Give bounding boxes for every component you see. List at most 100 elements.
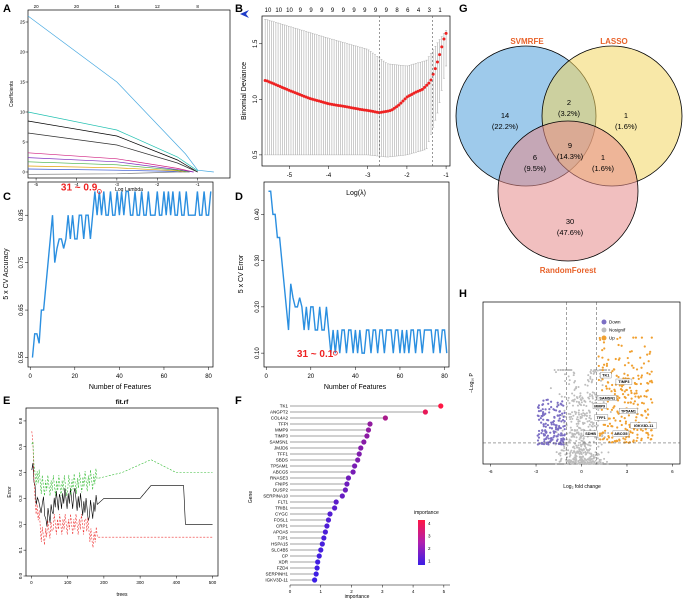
panel-h-point-up: [620, 415, 623, 418]
panel-h-point-nosignif: [609, 411, 612, 414]
panel-h-point-nosignif: [574, 413, 577, 416]
panel-h-point-down: [542, 425, 545, 428]
panel-h-point-up: [611, 370, 614, 373]
panel-h-point-up: [614, 419, 617, 422]
panel-h-point-up: [602, 431, 605, 434]
panel-h-legend-label: Up: [609, 336, 615, 341]
panel-f-dot: [352, 463, 358, 469]
panel-h-point-nosignif: [560, 395, 563, 398]
panel-f-dot: [361, 439, 367, 445]
panel-h-point-up: [630, 350, 633, 353]
panel-a-x-tick-label: -5: [34, 182, 38, 187]
panel-h-point-nosignif: [575, 422, 578, 425]
panel-h-point-up: [616, 398, 619, 401]
panel-h-point-nosignif: [600, 451, 603, 454]
panel-f-gene-label: MMP9: [275, 428, 288, 433]
panel-h-point-nosignif: [570, 415, 573, 418]
panel-h-point-nosignif: [587, 449, 590, 452]
panel-h-point-nosignif: [560, 414, 563, 417]
panel-h-point-up: [642, 362, 646, 365]
panel-h-point-nosignif: [595, 394, 598, 397]
panel-h-point-nosignif: [585, 448, 588, 451]
panel-h-point-down: [543, 438, 546, 441]
panel-f-gene-labels: TK1ANGPT2COL4A2TFPIMMP9TIMP3SAMSN1JMJD6T…: [263, 404, 289, 583]
panel-b-top-tick-label: 9: [299, 8, 303, 14]
panel-h-point-up: [608, 422, 612, 425]
panel-f-gene-label: SERPINA10: [263, 494, 288, 499]
panel-h-point-nosignif: [581, 443, 584, 446]
panel-h-point-up: [632, 402, 635, 405]
panel-h-point-nosignif: [549, 387, 552, 390]
panel-c-y-tick-label: 0.75: [19, 256, 25, 268]
panel-h-point-down: [562, 415, 565, 418]
panel-h-point-down: [542, 418, 545, 421]
panel-h-point-down: [543, 440, 546, 443]
panel-d-x-tick-label: 0: [265, 374, 269, 380]
panel-h-point-nosignif: [578, 450, 581, 453]
panel-h-point-down: [552, 431, 556, 434]
panel-h-point-up: [632, 366, 635, 369]
panel-b-x-tick-label: -1: [443, 173, 449, 179]
panel-b-x-tick-label: -2: [404, 173, 410, 179]
panel-d-plot: [268, 190, 448, 356]
venn-count-rf-only: 30: [566, 217, 574, 226]
panel-h-point-nosignif: [564, 379, 567, 382]
panel-a-coef-line-7: [27, 165, 186, 173]
panel-h-point-up: [607, 434, 610, 438]
panel-h-point-up: [625, 436, 628, 439]
panel-h-point-nosignif: [572, 458, 575, 461]
panel-h-point-down: [561, 412, 564, 415]
panel-h-point-up: [646, 436, 650, 439]
panel-b-deviance-point: [395, 105, 399, 109]
panel-h-gene-label-box: [630, 422, 657, 429]
panel-h-point-down: [560, 432, 563, 435]
panel-h-point-up: [643, 345, 646, 348]
panel-b-top-tick-label: 4: [417, 8, 421, 14]
panel-c-annotation: 31 ~ 0.9: [61, 182, 98, 193]
panel-h-point-down: [542, 423, 545, 426]
panel-h-point-down: [559, 442, 562, 446]
panel-a-y-tick-label: 0: [22, 170, 25, 175]
panel-h-point-up: [650, 336, 653, 339]
panel-h-point-up: [626, 428, 629, 432]
panel-h-point-nosignif: [575, 444, 578, 447]
panel-d-frame: [263, 181, 450, 368]
panel-h-point-nosignif: [580, 445, 583, 448]
panel-h-point-up: [646, 408, 649, 411]
panel-h-point-nosignif: [581, 414, 584, 417]
panel-h-point-down: [556, 405, 559, 408]
panel-e-y-tick-label: 0.3: [18, 495, 23, 502]
panel-h-point-nosignif: [576, 462, 579, 465]
panel-h-point-nosignif: [586, 384, 589, 387]
panel-h-gene-label: MMP9: [594, 405, 605, 409]
panel-h-point-nosignif: [576, 431, 579, 434]
panel-h-point-nosignif: [569, 454, 572, 457]
panel-h-point-up: [602, 437, 606, 440]
panel-h-point-up: [606, 400, 609, 403]
panel-h-point-up: [644, 428, 647, 431]
panel-h-point-down: [560, 403, 563, 406]
panel-h-legend-swatch: [601, 335, 607, 341]
panel-h-point-nosignif: [596, 457, 599, 460]
panel-e-y-tick-label: 0.0: [18, 572, 23, 579]
panel-h-point-down: [562, 437, 565, 440]
panel-h-point-up: [621, 393, 625, 396]
panel-h-gene-label-box: [583, 430, 598, 437]
panel-f-gene-label: SAMSN1: [269, 440, 288, 445]
panel-h-point-up: [610, 408, 614, 411]
panel-h-point-nosignif: [564, 369, 567, 372]
panel-f-dot: [327, 511, 333, 517]
panel-h-point-nosignif: [565, 424, 568, 427]
panel-h-point-down: [545, 430, 548, 433]
panel-f-gene-label: APOA5: [273, 530, 289, 535]
panel-h-point-up: [624, 396, 627, 399]
panel-f-x-tick-label: 1: [320, 589, 323, 594]
panel-h-point-down: [542, 399, 545, 402]
panel-h-point-nosignif: [592, 372, 595, 375]
panel-h-point-down: [542, 443, 546, 446]
panel-h-point-up: [650, 437, 653, 441]
panel-a-coef-line-3: [27, 132, 198, 173]
panel-h-point-nosignif: [590, 369, 593, 372]
panel-c-accuracy-line: [31, 190, 212, 358]
panel-h-point-down: [550, 427, 554, 430]
